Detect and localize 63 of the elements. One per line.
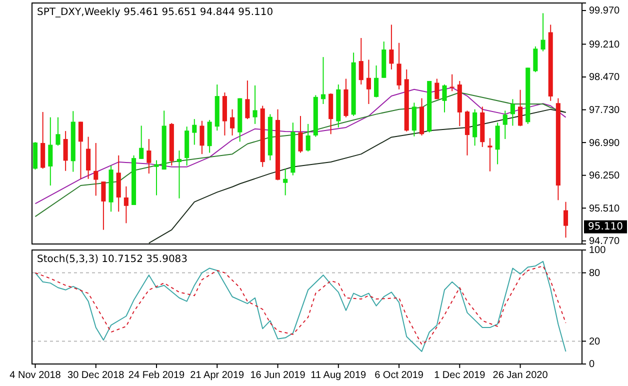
x-tick-label: 30 Dec 2018 — [68, 370, 125, 382]
y-tick-label: 99.970 — [589, 6, 620, 17]
x-tick-label: 21 Apr 2019 — [190, 370, 245, 382]
y-tick-label: 100 — [589, 245, 606, 256]
candlestick — [154, 160, 159, 196]
candlestick — [510, 98, 515, 126]
candlestick — [298, 115, 303, 154]
candlestick — [412, 102, 416, 137]
candlestick — [358, 38, 364, 86]
candlestick — [230, 108, 235, 136]
candlestick — [192, 118, 197, 146]
y-tick-label: 98.470 — [589, 72, 620, 84]
candlestick — [200, 120, 204, 155]
y-tick-label: 94.770 — [589, 236, 620, 248]
candlestick — [78, 121, 83, 180]
y-tick-label: 20 — [589, 336, 601, 348]
candlestick — [139, 125, 144, 160]
candlestick — [63, 130, 68, 172]
chart-title: Stoch(5,3,3) 10.7152 35.9083 — [37, 254, 188, 265]
candlestick — [252, 84, 258, 124]
candlestick — [442, 84, 447, 113]
x-tick-label: 1 Dec 2019 — [434, 370, 486, 382]
y-tick-label: 97.730 — [589, 104, 620, 116]
x-tick-label: 4 Nov 2018 — [10, 370, 62, 382]
candlestick — [86, 136, 91, 180]
candlestick — [396, 42, 402, 90]
y-tick-label: 0 — [589, 359, 595, 370]
candlestick — [94, 142, 98, 196]
candlestick — [389, 24, 394, 70]
candlestick — [434, 78, 440, 100]
x-tick-label: 6 Oct 2019 — [374, 370, 424, 382]
candlestick — [48, 116, 53, 186]
candlestick — [464, 110, 470, 156]
candlestick — [283, 168, 288, 196]
candlestick — [540, 12, 546, 52]
candlestick — [488, 138, 492, 172]
candlestick — [306, 123, 310, 152]
candlestick — [320, 56, 326, 105]
candlestick — [245, 80, 250, 120]
candlestick — [146, 138, 152, 174]
candlestick — [366, 59, 371, 105]
x-tick-label: 16 Jun 2019 — [250, 370, 306, 382]
candlestick — [533, 46, 538, 73]
candlestick — [124, 186, 128, 224]
annotation: 95.110 — [588, 221, 623, 232]
y-tick-label: 80 — [589, 268, 601, 279]
candlestick — [450, 74, 454, 92]
y-tick-label: 96.250 — [589, 170, 620, 182]
y-tick-label: 96.990 — [589, 138, 620, 149]
candlestick — [563, 201, 568, 238]
candlestick — [518, 89, 523, 127]
x-tick-label: 26 Jan 2020 — [492, 370, 548, 382]
candlestick — [495, 122, 500, 165]
candlestick — [374, 64, 379, 98]
y-tick-label: 99.210 — [589, 39, 620, 50]
x-tick-label: 24 Feb 2019 — [128, 370, 186, 382]
x-tick-label: 11 Aug 2019 — [310, 370, 367, 382]
candlestick — [101, 181, 106, 230]
y-tick-label: 95.510 — [589, 203, 620, 214]
candlestick — [502, 110, 508, 140]
candlestick — [56, 116, 60, 146]
chart-title: SPT_DXY,Weekly 95.461 95.651 94.844 95.110 — [37, 7, 274, 18]
candlestick — [176, 150, 182, 199]
